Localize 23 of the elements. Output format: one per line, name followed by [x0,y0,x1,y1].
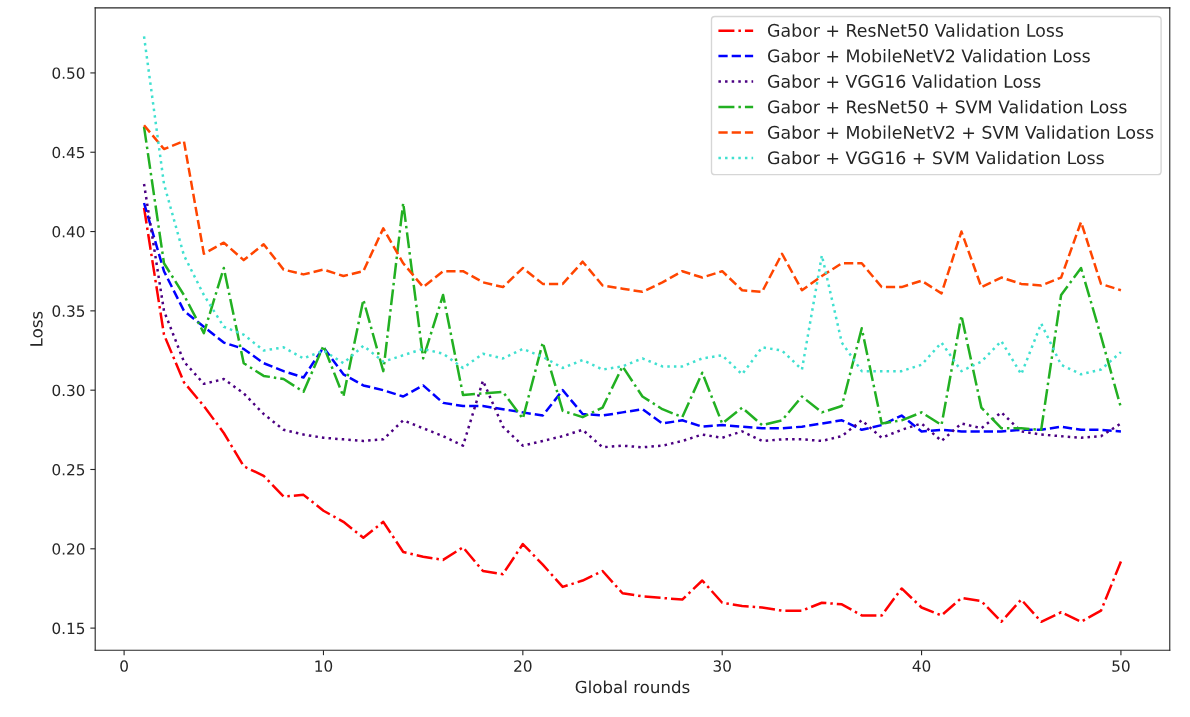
legend-label: Gabor + VGG16 + SVM Validation Loss [768,150,1104,165]
y-tick-label: 0.15 [52,622,85,635]
x-axis-title: Global rounds [575,680,690,694]
x-tick-label: 20 [514,660,532,672]
legend-label: Gabor + ResNet50 + SVM Validation Loss [768,99,1127,114]
y-tick-label: 0.50 [52,67,85,79]
x-tick-label: 40 [912,660,931,672]
y-tick-label: 0.20 [52,543,85,555]
y-tick-label: 0.40 [52,226,85,238]
legend-label: Gabor + MobileNetV2 + SVM Validation Loss [768,125,1154,139]
y-tick-label: 0.45 [52,146,85,159]
legend-label: Gabor + ResNet50 Validation Loss [768,23,1064,37]
line-series [142,206,1123,624]
x-tick-label: 30 [713,660,731,672]
x-tick-label: 10 [315,660,333,672]
y-tick-label: 0.35 [52,305,85,317]
legend-label: Gabor + MobileNetV2 Validation Loss [768,48,1090,63]
x-tick-label: 0 [120,660,128,672]
y-tick-label: 0.25 [52,463,85,476]
legend-label: Gabor + VGG16 Validation Loss [768,74,1041,88]
y-axis-title: Loss [30,311,43,346]
y-tick-label: 0.30 [52,384,85,397]
x-tick-label: 50 [1112,660,1130,672]
